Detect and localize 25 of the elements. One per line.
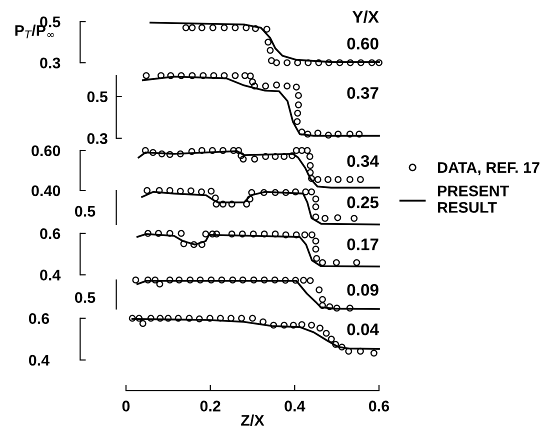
legend-label: DATA, REF. 17 [438, 162, 540, 176]
x-tick-label: 0.6 [368, 400, 390, 412]
y-tick-label: 0.6 [40, 228, 60, 240]
annotation: 0.04 [347, 323, 379, 336]
annotation: 0.09 [347, 284, 378, 296]
y-tick-label: 0.3 [87, 133, 108, 144]
y-tick-label: 0.3 [40, 58, 60, 68]
y-tick-label: 0.6 [28, 313, 50, 324]
x-tick-label: 0.2 [200, 400, 220, 412]
x-axis-title: Z/X [241, 414, 264, 426]
y-tick-label: 0.4 [28, 354, 50, 366]
text: 0.5 [75, 292, 96, 303]
y-tick-label: 0.60 [32, 145, 60, 156]
annotation: 0.25 [347, 196, 379, 208]
legend-label: PRESENT RESULT [438, 186, 510, 213]
x-tick-label: 0.4 [284, 400, 306, 412]
annotation: 0.60 [347, 38, 378, 50]
annotation: 0.34 [347, 155, 379, 167]
text: 0.5 [75, 206, 96, 217]
y-tick-label: 0.4 [40, 270, 61, 280]
y-tick-label: 0.40 [32, 185, 60, 196]
annotation: 0.17 [347, 238, 378, 250]
x-tick-label: 0 [122, 400, 130, 412]
annotation: Y/X [352, 10, 379, 23]
annotation: 0.37 [347, 87, 378, 99]
